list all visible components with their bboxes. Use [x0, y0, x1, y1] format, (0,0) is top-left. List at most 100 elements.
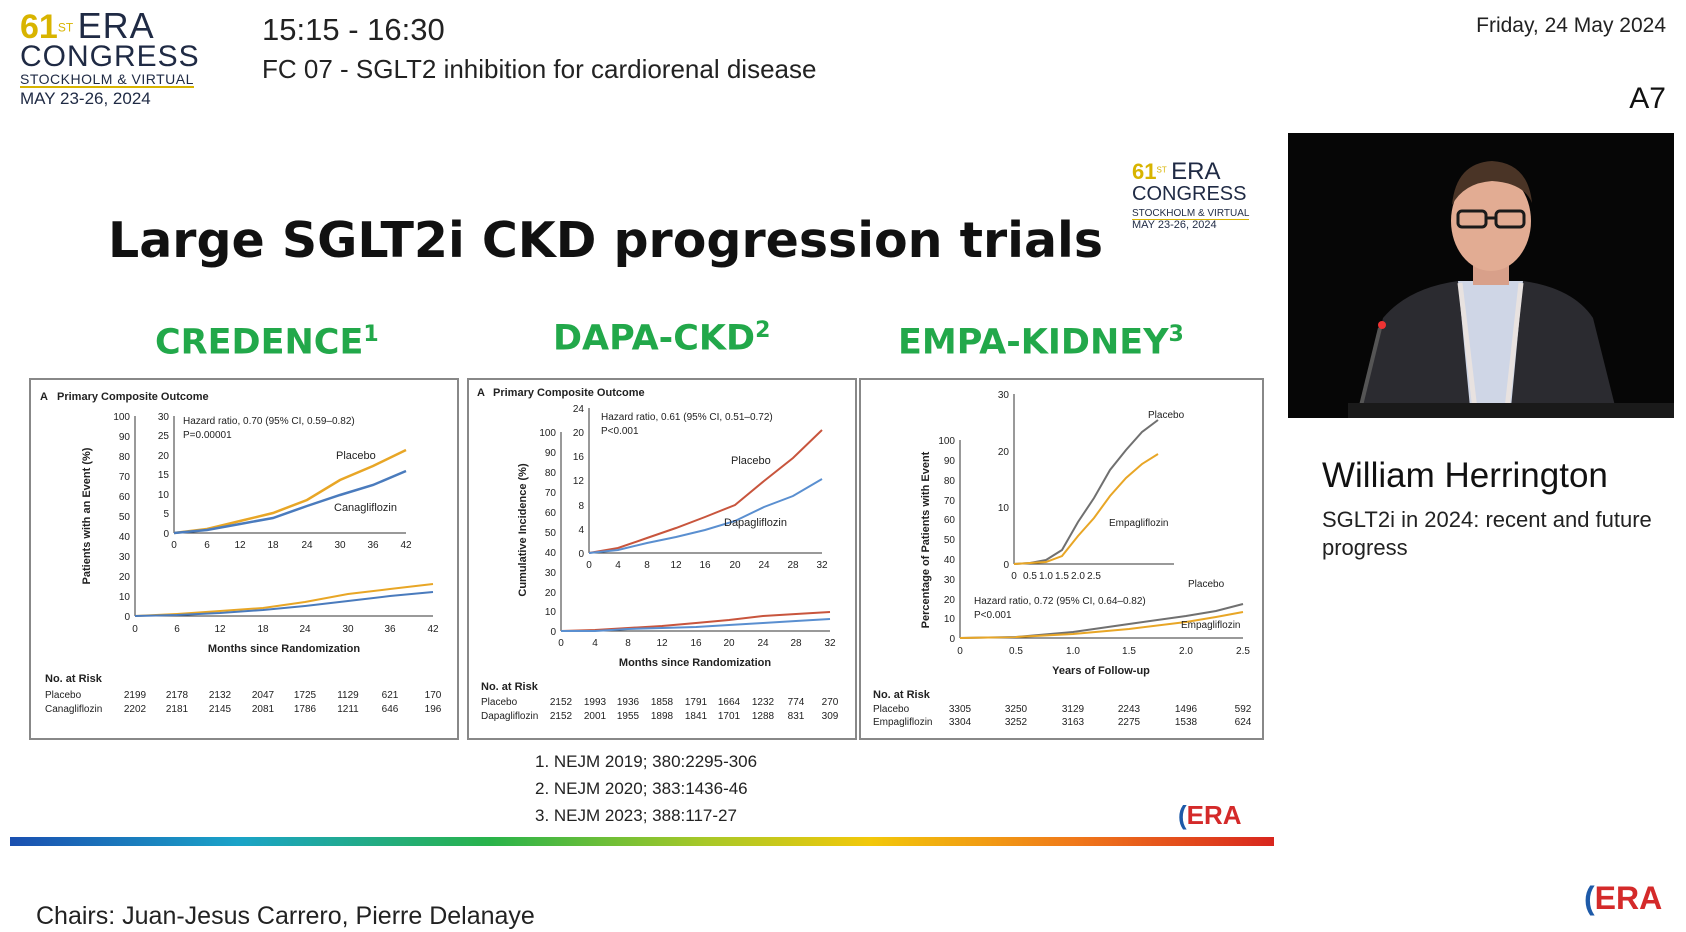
svg-text:42: 42	[400, 540, 412, 551]
svg-text:1993: 1993	[584, 697, 607, 708]
svg-text:0: 0	[1003, 560, 1009, 571]
svg-text:10: 10	[545, 607, 557, 618]
trial-title-dapa: DAPA-CKD2	[553, 318, 771, 359]
svg-text:15: 15	[158, 470, 170, 481]
speaker-video	[1288, 133, 1674, 418]
svg-text:0: 0	[163, 529, 169, 540]
chairs-line: Chairs: Juan-Jesus Carrero, Pierre Delan…	[36, 902, 535, 930]
era-logo-bottom: (ERA	[1584, 880, 1663, 916]
svg-text:42: 42	[427, 624, 439, 635]
svg-text:1.5: 1.5	[1055, 571, 1069, 582]
panel-outcome: Primary Composite Outcome	[57, 391, 209, 403]
svg-text:60: 60	[545, 508, 557, 519]
panel-label: A	[477, 387, 485, 399]
svg-text:1664: 1664	[718, 697, 741, 708]
svg-text:80: 80	[944, 476, 956, 487]
svg-text:0: 0	[586, 560, 592, 571]
svg-text:2.5: 2.5	[1236, 646, 1250, 657]
svg-text:2047: 2047	[252, 690, 275, 701]
session-date: Friday, 24 May 2024	[1476, 14, 1666, 37]
svg-text:30: 30	[545, 568, 557, 579]
svg-text:30: 30	[342, 624, 354, 635]
empa-risk-title: No. at Risk	[873, 689, 931, 701]
svg-text:831: 831	[788, 711, 805, 722]
svg-text:0: 0	[558, 638, 564, 649]
svg-text:624: 624	[1235, 717, 1252, 728]
svg-text:20: 20	[729, 560, 741, 571]
svg-text:1.5: 1.5	[1122, 646, 1136, 657]
credence-series-active: Canagliflozin	[334, 502, 397, 514]
svg-text:1841: 1841	[685, 711, 708, 722]
svg-text:3304: 3304	[949, 717, 972, 728]
svg-text:24: 24	[757, 638, 769, 649]
credence-risk-title: No. at Risk	[45, 673, 103, 685]
svg-text:5: 5	[163, 509, 169, 520]
svg-text:0: 0	[124, 612, 130, 623]
risk-group: Placebo	[45, 690, 82, 701]
svg-text:30: 30	[944, 575, 956, 586]
empa-p: P<0.001	[974, 610, 1012, 621]
svg-text:20: 20	[944, 595, 956, 606]
svg-text:3163: 3163	[1062, 717, 1085, 728]
svg-text:16: 16	[573, 452, 585, 463]
svg-text:12: 12	[573, 476, 585, 487]
svg-text:1211: 1211	[337, 704, 359, 715]
svg-text:30: 30	[998, 390, 1010, 401]
svg-text:12: 12	[234, 540, 246, 551]
svg-text:0: 0	[957, 646, 963, 657]
dapa-series-placebo: Placebo	[731, 455, 771, 467]
svg-text:0: 0	[132, 624, 138, 635]
trial-title-credence: CREDENCE1	[155, 322, 379, 363]
svg-text:80: 80	[545, 468, 557, 479]
svg-text:2.0: 2.0	[1179, 646, 1193, 657]
credence-chart-panel: A Primary Composite Outcome 100 90 80 70 60…	[29, 378, 459, 740]
panel-outcome: Primary Composite Outcome	[493, 387, 645, 399]
svg-text:2275: 2275	[1118, 717, 1141, 728]
congress-logo: 61ST ERA CONGRESS STOCKHOLM & VIRTUAL MA…	[20, 5, 200, 108]
svg-text:12: 12	[214, 624, 226, 635]
svg-text:1725: 1725	[294, 690, 317, 701]
svg-text:24: 24	[299, 624, 311, 635]
svg-text:2199: 2199	[124, 690, 147, 701]
svg-text:2145: 2145	[209, 704, 232, 715]
slide-title: Large SGLT2i CKD progression trials	[108, 212, 1104, 269]
speaker-video-image	[1288, 133, 1674, 418]
trial-title-empa: EMPA-KIDNEY3	[898, 322, 1184, 363]
svg-text:2001: 2001	[584, 711, 607, 722]
svg-text:8: 8	[625, 638, 631, 649]
dapa-series-active: Dapagliflozin	[724, 517, 787, 529]
svg-text:4: 4	[615, 560, 621, 571]
svg-text:1791: 1791	[685, 697, 708, 708]
svg-text:170: 170	[425, 690, 442, 701]
dapa-chart-panel: A Primary Composite Outcome 100 90 80 70 60…	[467, 378, 857, 740]
svg-text:1786: 1786	[294, 704, 317, 715]
slide-congress-logo: 61ST ERA CONGRESS STOCKHOLM & VIRTUAL MA…	[1132, 158, 1250, 231]
empa-series-placebo-main: Placebo	[1188, 579, 1225, 590]
svg-text:30: 30	[334, 540, 346, 551]
svg-text:16: 16	[699, 560, 711, 571]
svg-text:3305: 3305	[949, 704, 972, 715]
svg-text:196: 196	[425, 704, 442, 715]
svg-text:20: 20	[573, 428, 585, 439]
reference-item: 2. NEJM 2020; 383:1436-46	[535, 779, 748, 798]
svg-text:10: 10	[119, 592, 131, 603]
svg-text:20: 20	[998, 447, 1010, 458]
svg-text:10: 10	[944, 614, 956, 625]
svg-text:309: 309	[822, 711, 839, 722]
svg-text:774: 774	[788, 697, 805, 708]
svg-text:20: 20	[723, 638, 735, 649]
svg-text:0: 0	[550, 627, 556, 638]
svg-text:6: 6	[174, 624, 180, 635]
dapa-risk-title: No. at Risk	[481, 681, 539, 693]
svg-text:1858: 1858	[651, 697, 674, 708]
svg-text:1129: 1129	[337, 690, 359, 701]
svg-text:2132: 2132	[209, 690, 232, 701]
svg-text:3250: 3250	[1005, 704, 1028, 715]
svg-text:30: 30	[158, 412, 170, 423]
reference-item: 3. NEJM 2023; 388:117-27	[535, 806, 737, 825]
risk-group: Placebo	[481, 697, 518, 708]
svg-text:2152: 2152	[550, 697, 573, 708]
svg-text:4: 4	[578, 525, 584, 536]
credence-p: P=0.00001	[183, 430, 232, 441]
